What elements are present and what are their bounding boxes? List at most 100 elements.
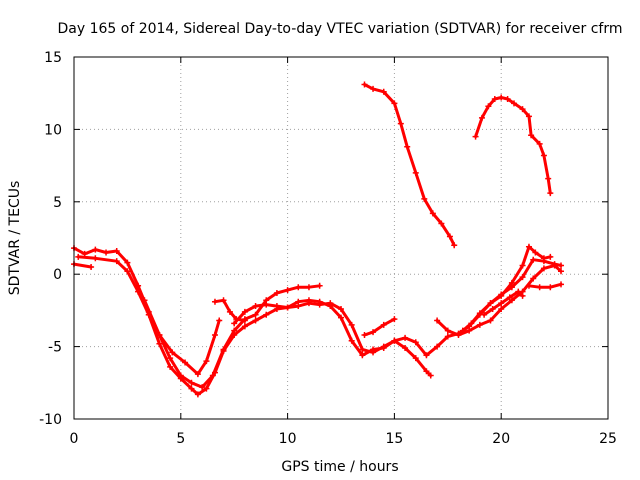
data-point: [124, 259, 131, 266]
data-point: [338, 314, 344, 321]
data-point: [491, 95, 498, 102]
data-point: [402, 345, 409, 352]
data-point: [528, 132, 535, 139]
data-point: [485, 103, 492, 110]
y-axis-label: SDTVAR / TECUs: [7, 181, 23, 296]
data-point: [427, 372, 434, 379]
data-point: [75, 253, 82, 260]
data-point: [558, 262, 565, 269]
data-point: [169, 349, 176, 356]
data-point: [412, 169, 419, 176]
data-point: [530, 275, 537, 282]
data-point: [348, 321, 355, 328]
data-point: [211, 298, 218, 305]
data-point: [284, 304, 291, 311]
data-point: [167, 355, 174, 362]
data-point: [338, 305, 344, 312]
series-layer: [71, 81, 565, 398]
x-tick-label: 15: [385, 431, 403, 447]
data-point: [489, 305, 496, 312]
data-point: [359, 352, 366, 359]
data-point: [402, 334, 409, 341]
data-point: [530, 256, 537, 263]
data-point: [370, 346, 377, 353]
data-point: [361, 81, 368, 88]
series-line-track-4: [143, 298, 221, 376]
data-point: [487, 300, 494, 307]
data-point: [220, 347, 227, 354]
data-point: [434, 343, 441, 350]
data-point: [231, 332, 238, 339]
data-point: [327, 303, 334, 310]
plot-frame: [73, 56, 609, 420]
data-point: [211, 332, 218, 339]
data-point: [263, 311, 270, 318]
data-point: [361, 332, 368, 339]
data-point: [455, 332, 462, 339]
data-point: [536, 284, 543, 291]
data-point: [252, 311, 259, 318]
x-tick-label: 20: [492, 431, 510, 447]
data-point: [536, 140, 543, 147]
data-point: [540, 152, 547, 159]
data-point: [478, 114, 485, 121]
data-point: [519, 262, 526, 269]
data-point: [545, 175, 552, 182]
data-point: [194, 371, 201, 378]
x-tick-label: 10: [279, 431, 297, 447]
data-point: [231, 320, 238, 327]
data-point: [551, 262, 558, 269]
data-point: [263, 301, 270, 308]
data-point: [241, 317, 248, 324]
data-point: [370, 329, 377, 336]
data-point: [476, 310, 483, 317]
data-point: [391, 337, 398, 344]
data-point: [284, 287, 291, 294]
data-point: [397, 120, 404, 127]
data-point: [421, 195, 428, 202]
data-point: [273, 290, 280, 297]
data-point: [305, 297, 312, 304]
data-point: [241, 308, 248, 315]
data-point: [188, 385, 195, 392]
data-point: [498, 305, 505, 312]
data-point: [532, 249, 539, 256]
data-point: [498, 300, 505, 307]
data-point: [468, 320, 475, 327]
y-tick-label: 5: [53, 195, 62, 211]
data-point: [519, 106, 526, 113]
data-point: [519, 274, 526, 281]
data-point: [525, 113, 532, 120]
x-tick-label: 5: [176, 431, 185, 447]
data-point: [498, 94, 505, 101]
x-axis-label: GPS time / hours: [281, 459, 398, 475]
data-point: [177, 375, 184, 382]
data-point: [519, 292, 526, 299]
data-point: [241, 323, 248, 330]
data-point: [188, 379, 195, 386]
data-point: [451, 242, 458, 249]
data-point: [211, 369, 218, 376]
data-point: [391, 100, 398, 107]
data-point: [515, 288, 522, 295]
data-point: [525, 243, 532, 250]
data-point: [194, 391, 201, 398]
data-point: [391, 316, 398, 323]
data-point: [429, 210, 436, 217]
y-tick-label: 15: [44, 50, 62, 66]
data-point: [380, 88, 387, 95]
data-point: [511, 100, 518, 107]
data-point: [252, 317, 259, 324]
data-point: [525, 282, 532, 289]
data-point: [92, 255, 99, 262]
data-point: [203, 385, 210, 392]
data-point: [295, 298, 302, 305]
data-point: [305, 284, 312, 291]
data-point: [434, 317, 441, 324]
data-point: [498, 292, 505, 299]
data-point: [167, 363, 174, 370]
series-line-track-11: [527, 282, 563, 289]
y-tick-label: -10: [39, 412, 62, 428]
